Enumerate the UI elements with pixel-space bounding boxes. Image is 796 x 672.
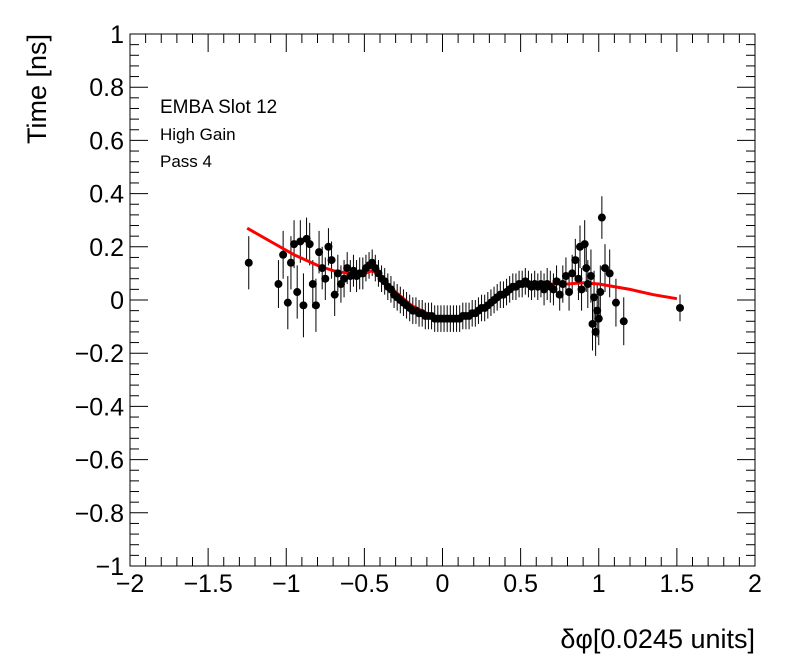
x-tick-label: 1: [592, 570, 606, 598]
data-point: [582, 264, 591, 273]
data-point: [274, 280, 283, 289]
data-point: [597, 213, 606, 222]
data-point: [611, 298, 620, 307]
x-tick-label: −1.5: [183, 570, 232, 598]
data-point: [327, 256, 336, 265]
data-point: [619, 317, 628, 326]
data-point: [244, 258, 253, 267]
data-point: [343, 264, 352, 273]
x-tick-label: −0.5: [340, 570, 389, 598]
data-point: [293, 288, 302, 297]
data-point: [324, 242, 333, 251]
data-point: [318, 264, 327, 273]
data-point: [583, 280, 592, 289]
y-tick-label: 0.6: [89, 127, 124, 155]
data-point: [591, 327, 600, 336]
data-point: [311, 301, 320, 310]
data-point: [321, 274, 330, 283]
y-tick-label: 0.2: [89, 234, 124, 262]
x-tick-label: −1: [272, 570, 301, 598]
data-points: [244, 213, 684, 336]
data-point: [561, 272, 570, 281]
y-tick-label: 0: [110, 287, 124, 315]
data-point: [340, 274, 349, 283]
data-point: [601, 264, 609, 273]
x-tick-label: 2: [748, 570, 762, 598]
x-tick-labels: −2 −1.5 −1 −0.5 0 0.5 1 1.5 2: [116, 570, 762, 598]
y-tick-label: 1: [110, 21, 124, 49]
data-point: [596, 288, 605, 297]
data-point: [305, 240, 314, 249]
data-point: [308, 280, 317, 289]
data-point: [552, 277, 561, 286]
y-tick-label: 0.4: [89, 181, 124, 209]
data-point: [568, 269, 577, 278]
data-point: [594, 314, 603, 323]
data-point: [333, 269, 342, 278]
y-tick-labels: −1 −0.8 −0.6 −0.4 −0.2 0 0.2 0.4 0.6 0.8 1: [75, 21, 124, 581]
x-tick-label: 0: [436, 570, 450, 598]
data-point: [549, 285, 558, 294]
x-tick-label: 1.5: [659, 570, 694, 598]
data-point: [577, 285, 586, 294]
y-tick-label: 0.8: [89, 74, 124, 102]
data-point: [565, 288, 574, 297]
annotation-gain: High Gain: [160, 125, 236, 144]
axis-ticks: [129, 33, 756, 567]
data-point: [580, 240, 589, 249]
annotation-pass: Pass 4: [160, 152, 212, 171]
y-tick-label: −0.2: [75, 340, 124, 368]
data-point: [571, 256, 580, 265]
data-point: [286, 258, 295, 267]
data-point: [586, 272, 595, 281]
y-tick-label: −1: [95, 553, 124, 581]
error-bars: [248, 196, 681, 356]
y-tick-label: −0.4: [75, 393, 124, 421]
y-tick-label: −0.6: [75, 447, 124, 475]
data-point: [590, 293, 599, 302]
data-point: [290, 240, 299, 249]
x-tick-label: −2: [116, 570, 145, 598]
data-point: [283, 298, 292, 307]
x-tick-label: 0.5: [503, 570, 538, 598]
data-point: [558, 280, 567, 289]
data-point: [555, 290, 564, 299]
data-point: [676, 303, 684, 312]
data-point: [296, 237, 305, 246]
y-axis-title: Time [ns]: [22, 34, 52, 144]
data-point: [574, 274, 583, 283]
data-point: [279, 250, 288, 259]
data-point: [588, 319, 597, 328]
data-point: [593, 306, 602, 315]
data-point: [299, 301, 308, 310]
data-point: [330, 290, 339, 299]
data-point: [315, 248, 324, 257]
x-axis-title: δφ[0.0245 units]: [560, 624, 755, 654]
y-tick-label: −0.8: [75, 500, 124, 528]
annotation-title: EMBA Slot 12: [160, 97, 277, 118]
data-point: [605, 269, 614, 278]
